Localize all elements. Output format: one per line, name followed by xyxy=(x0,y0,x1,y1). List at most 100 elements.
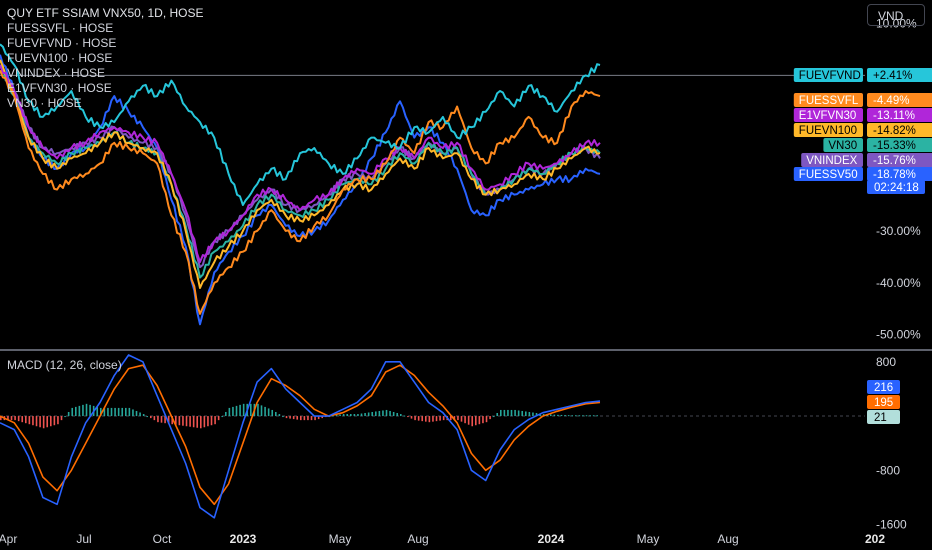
macd-histogram-bar xyxy=(507,409,509,417)
symbol-title[interactable]: QUY ETF SSIAM VNX50, 1D, HOSE xyxy=(7,6,204,20)
macd-histogram-bar xyxy=(157,416,159,423)
macd-histogram-bar xyxy=(271,409,274,417)
series-name-text: VN30 xyxy=(828,140,857,152)
macd-histogram-bar xyxy=(114,407,116,417)
series-name-tag xyxy=(801,153,863,167)
macd-histogram-bar xyxy=(389,410,391,417)
macd-histogram-bar xyxy=(192,416,195,428)
macd-histogram-bar xyxy=(260,405,263,417)
macd-histogram-bar xyxy=(64,416,66,418)
macd-histogram-bar xyxy=(592,415,595,417)
series-name-text: FUESSVFL xyxy=(799,95,859,107)
macd-histogram-bar xyxy=(78,405,81,417)
compare-item-fuevn100[interactable]: FUEVN100 · HOSE xyxy=(7,51,113,65)
macd-histogram-bar xyxy=(232,406,234,417)
macd-signal-line[interactable] xyxy=(0,364,601,506)
macd-histogram-bar xyxy=(464,416,466,424)
macd-histogram-bar xyxy=(485,416,488,423)
macd-histogram-bar xyxy=(317,416,320,420)
macd-histogram-bar xyxy=(182,416,184,426)
series-name-tag xyxy=(793,93,863,107)
series-line-e1vfvn30[interactable] xyxy=(0,64,601,263)
macd-histogram-bar xyxy=(342,414,345,417)
x-tick-label: Apr xyxy=(0,532,17,546)
macd-histogram-bar xyxy=(400,414,402,417)
series-name-text: FUESSV50 xyxy=(799,169,858,181)
x-tick-label: 2024 xyxy=(538,532,565,546)
macd-indicator-label[interactable]: MACD (12, 26, close) xyxy=(7,358,122,372)
macd-histogram-bar xyxy=(203,416,206,428)
macd-histogram-bar xyxy=(410,416,413,419)
macd-histogram-bar xyxy=(185,416,188,427)
macd-histogram-bar xyxy=(142,414,145,417)
macd-histogram-bar xyxy=(21,416,24,423)
series-line-fuevn100[interactable] xyxy=(0,59,601,289)
macd-histogram-bar xyxy=(414,416,416,421)
macd-histogram-bar xyxy=(553,414,556,417)
macd-histogram-bar xyxy=(364,413,366,417)
macd-histogram-bar xyxy=(560,414,563,417)
last-value-tag-fuessv50 xyxy=(867,167,932,181)
y-tick-label: -30.00% xyxy=(876,224,921,238)
x-tick-label: Aug xyxy=(407,532,428,546)
macd-histogram-bar xyxy=(132,409,134,417)
x-tick-label: May xyxy=(637,532,660,546)
macd-histogram-bar xyxy=(150,416,152,419)
macd-histogram-bar xyxy=(146,416,149,418)
compare-item-vnindex[interactable]: VNINDEX · HOSE xyxy=(7,66,106,80)
last-value-tag-fuevfvnd xyxy=(867,68,932,82)
macd-histogram-bar xyxy=(585,415,588,417)
series-line-fuessvfl[interactable] xyxy=(0,69,601,315)
macd-histogram-bar xyxy=(503,409,506,417)
macd-histogram-bar xyxy=(214,416,216,425)
last-value-text: -13.11% xyxy=(873,110,915,122)
macd-histogram-bar xyxy=(350,414,352,417)
compare-item-vn30[interactable]: VN30 · HOSE xyxy=(7,96,82,110)
macd-histogram-bar xyxy=(175,416,177,425)
macd-histogram-bar xyxy=(257,403,259,417)
macd-line[interactable] xyxy=(0,354,601,519)
macd-histogram-bar xyxy=(289,416,291,419)
compare-item-e1vfvn30[interactable]: E1VFVN30 · HOSE xyxy=(7,81,112,95)
macd-histogram-bar xyxy=(96,406,99,417)
macd-histogram-bar xyxy=(25,416,27,424)
macd-histogram-bar xyxy=(60,416,63,421)
macd-histogram-bar xyxy=(407,416,409,418)
macd-histogram-bar xyxy=(439,416,441,421)
compare-item-fuessvfl[interactable]: FUESSVFL · HOSE xyxy=(7,21,114,35)
macd-histogram-bar xyxy=(300,416,302,421)
last-value-text: -15.33% xyxy=(873,140,916,152)
macd-histogram-bar xyxy=(85,403,88,417)
last-value-tag-vn30 xyxy=(867,138,932,152)
macd-histogram-bar xyxy=(14,416,16,421)
macd-histogram-bar xyxy=(453,416,456,421)
macd-histogram-bar xyxy=(28,416,31,425)
macd-histogram-bar xyxy=(225,411,227,417)
macd-histogram-bar xyxy=(139,412,141,417)
currency-selector[interactable]: VND xyxy=(867,4,925,26)
macd-histogram-bar xyxy=(360,413,363,417)
series-line-fuevfvnd[interactable] xyxy=(0,43,601,206)
macd-histogram-bar xyxy=(35,416,38,427)
macd-histogram-bar xyxy=(367,412,370,417)
last-value-tag-vnindex xyxy=(867,153,932,167)
macd-histogram-bar xyxy=(307,416,309,421)
macd-histogram-bar xyxy=(578,415,581,417)
macd-histogram-bar xyxy=(117,407,120,417)
macd-histogram-bar xyxy=(264,406,266,417)
macd-histogram-bar xyxy=(532,412,534,417)
series-name-text: VNINDEX xyxy=(806,155,857,167)
macd-histogram-bar xyxy=(67,411,70,417)
macd-histogram-bar xyxy=(564,415,566,417)
macd-panel xyxy=(0,354,601,519)
price-comparison-chart xyxy=(0,43,601,326)
last-value-tag-fuevn100 xyxy=(867,123,932,137)
macd-value-tag xyxy=(867,380,900,394)
macd-histogram-bar xyxy=(171,416,174,425)
x-tick-label: Oct xyxy=(153,532,172,546)
macd-histogram-bar xyxy=(75,406,77,417)
macd-histogram-bar xyxy=(589,415,591,417)
macd-histogram-bar xyxy=(285,416,288,419)
compare-item-fuevfvnd[interactable]: FUEVFVND · HOSE xyxy=(7,36,117,50)
